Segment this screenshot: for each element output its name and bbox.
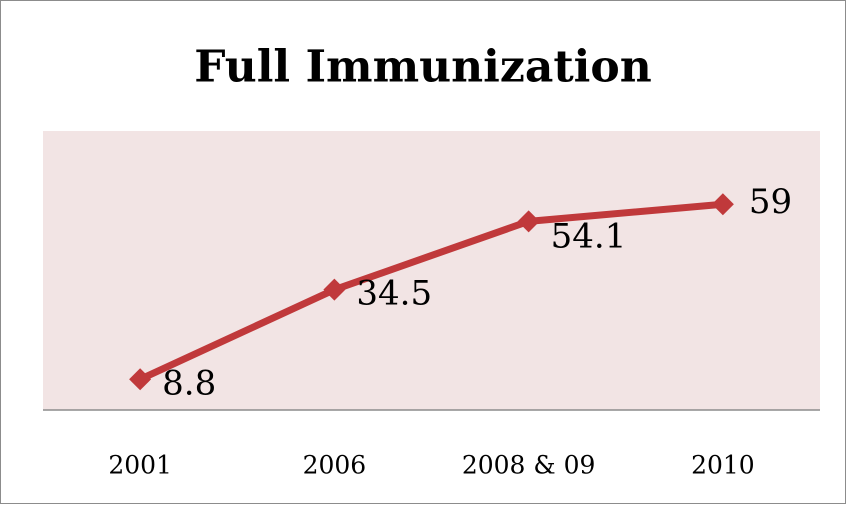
x-tick-label: 2001: [108, 451, 172, 480]
chart-title: Full Immunization: [194, 42, 651, 93]
marker: [129, 368, 152, 391]
x-tick-label: 2010: [691, 451, 755, 480]
data-label: 59: [749, 182, 792, 222]
marker: [323, 278, 346, 301]
line: [138, 200, 724, 383]
data-label: 54.1: [551, 216, 627, 256]
x-tick-label: 2008 & 09: [462, 451, 596, 480]
data-label: 8.8: [162, 363, 216, 403]
marker: [517, 210, 540, 233]
data-label: 34.5: [356, 274, 432, 314]
marker: [711, 193, 734, 216]
x-tick-label: 2006: [303, 451, 367, 480]
